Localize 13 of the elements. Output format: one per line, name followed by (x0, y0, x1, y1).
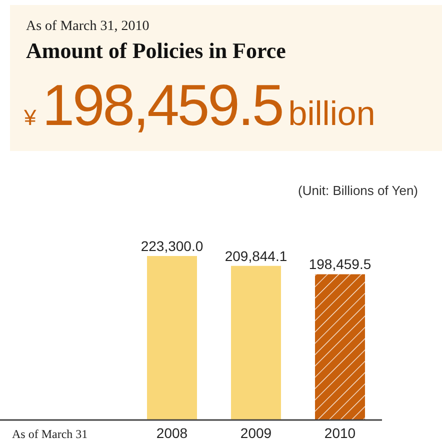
x-tick-label: 2010 (324, 424, 356, 441)
data-label: 209,844.1 (224, 248, 288, 264)
chart-title: Amount of Policies in Force (26, 38, 286, 64)
text: ¥ (24, 105, 36, 130)
data-label: 223,300.0 (140, 238, 204, 254)
text: (Unit: Billions of Yen) (298, 183, 418, 198)
chart-subtitle: As of March 31, 2010 (26, 19, 150, 35)
x-axis-title: As of March 31 (12, 427, 88, 442)
text: 198,459.5 (42, 73, 282, 138)
data-label: 198,459.5 (308, 256, 372, 272)
x-tick-label: 2008 (156, 424, 188, 441)
text: billion (288, 95, 376, 133)
x-tick-label: 2009 (240, 424, 272, 441)
